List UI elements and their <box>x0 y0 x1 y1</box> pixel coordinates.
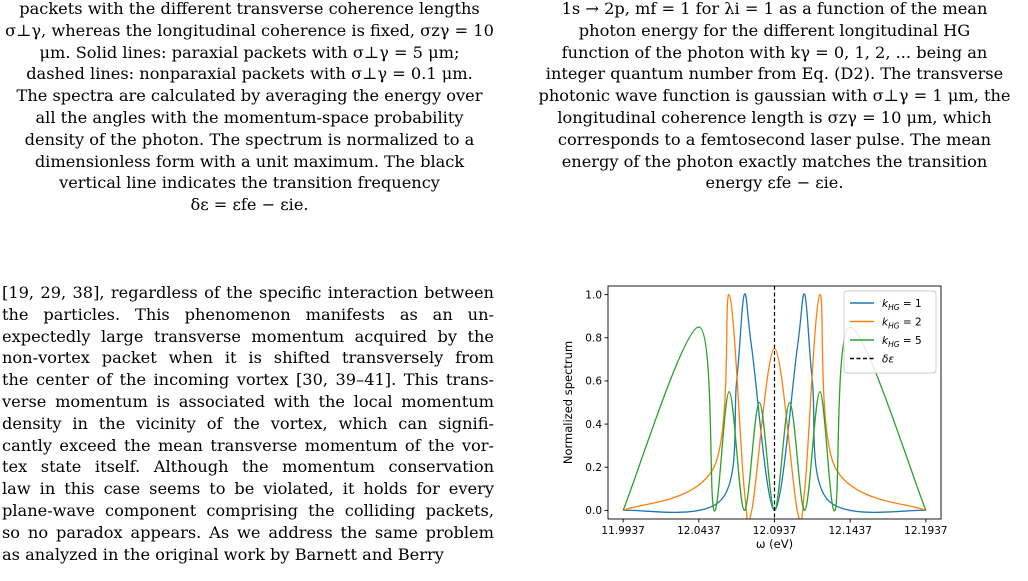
caption-line: energy of the photon exactly matches the… <box>561 151 988 171</box>
spectrum-chart: 11.9937 12.0437 12.0937 12.1437 12.1937 0.0 0.… <box>561 285 948 551</box>
body-line: the particles. This phenomenon manifests… <box>2 304 494 324</box>
spectrum-figure: 11.9937 12.0437 12.0937 12.1437 12.1937 0.0 0.… <box>558 278 958 568</box>
y-tick-label: 0.8 <box>585 333 602 345</box>
legend-label: kHG = 1 <box>882 298 922 312</box>
caption-line: integer quantum number from Eq. (D2). Th… <box>545 64 1004 84</box>
caption-line: vertical line indicates the transition f… <box>59 173 440 193</box>
legend-label-sub: HG <box>888 322 900 331</box>
y-tick-label: 1.0 <box>585 289 602 301</box>
body-line: non-vortex packet when it is shifted tra… <box>2 348 494 368</box>
y-tick-label: 0.4 <box>585 419 602 431</box>
legend-label-sub: HG <box>888 303 900 312</box>
series-line-k2 <box>622 293 927 519</box>
caption-line: dashed lines: nonparaxial packets with σ… <box>26 64 473 84</box>
body-line: tex state itself. Although the momentum … <box>2 457 494 477</box>
legend-label-base: k <box>882 317 889 329</box>
body-line: plane-wave component comprising the coll… <box>2 500 494 520</box>
caption-line: The spectra are calculated by averaging … <box>16 86 483 106</box>
caption-line: μm. Solid lines: paraxial packets with σ… <box>39 42 460 62</box>
body-line: the center of the incoming vortex [30, 3… <box>2 370 494 390</box>
body-line: density in the vicinity of the vortex, w… <box>2 413 494 433</box>
body-line: cantly exceed the mean transverse moment… <box>2 435 494 455</box>
body-line: law in this case seems to be violated, i… <box>2 479 494 499</box>
legend-label-rest: = 5 <box>900 335 922 347</box>
body-line: [19, 29, 38], regardless of the specific… <box>2 283 494 302</box>
x-tick-label: 12.0437 <box>677 525 720 537</box>
legend-label-sub: HG <box>888 340 900 349</box>
legend-label-rest: = 1 <box>900 298 922 310</box>
caption-line: packets with the different transverse co… <box>19 0 480 18</box>
legend-label: kHG = 2 <box>882 317 922 331</box>
body-line: expectedly large transverse momentum acq… <box>2 326 494 346</box>
legend-label-base: k <box>882 335 889 347</box>
legend-label-base: k <box>882 298 889 310</box>
legend-label: δε <box>882 354 894 366</box>
y-tick-label: 0.0 <box>585 505 602 517</box>
y-tick-label: 0.2 <box>585 462 602 474</box>
x-tick-label: 12.1937 <box>904 525 947 537</box>
caption-line: density of the photon. The spectrum is n… <box>24 129 475 149</box>
caption-line: photonic wave function is gaussian with … <box>538 86 1011 106</box>
caption-line: 1s → 2p, mf = 1 for λi = 1 as a function… <box>561 0 988 18</box>
legend-label: kHG = 5 <box>882 335 922 349</box>
body-line: as analyzed in the original work by Barn… <box>2 544 444 564</box>
caption-line: dimensionless form with a unit maximum. … <box>34 151 465 171</box>
y-axis-label: Normalized spectrum <box>561 341 575 464</box>
caption-line: longitudinal coherence length is σzγ = 1… <box>557 107 992 127</box>
legend-label-rest: = 2 <box>900 317 922 329</box>
x-tick-label: 12.0937 <box>753 525 796 537</box>
x-tick-label: 12.1437 <box>828 525 871 537</box>
x-axis-label: ω (eV) <box>756 537 793 551</box>
body-line: verse momentum is associated with the lo… <box>2 391 494 411</box>
caption-line: function of the photon with kγ = 0, 1, 2… <box>561 42 988 62</box>
right-figure-caption: 1s → 2p, mf = 1 for λi = 1 as a function… <box>522 0 1027 194</box>
caption-line: σ⊥γ, whereas the longitudinal coherence … <box>5 20 494 40</box>
caption-line: corresponds to a femtosecond laser pulse… <box>557 129 992 149</box>
x-tick-label: 11.9937 <box>601 525 644 537</box>
caption-line: δε = εfe − εie. <box>190 195 309 215</box>
y-tick-label: 0.6 <box>585 376 602 388</box>
body-paragraph: [19, 29, 38], regardless of the specific… <box>2 282 494 565</box>
left-figure-caption: packets with the different transverse co… <box>2 0 497 216</box>
caption-line: all the angles with the momentum-space p… <box>35 107 464 127</box>
legend-label-base: δε <box>882 354 894 366</box>
caption-line: photon energy for the different longitud… <box>578 20 971 40</box>
body-line: so no paradox appears. As we address the… <box>2 522 494 542</box>
legend-box <box>843 290 937 374</box>
caption-line: energy εfe − εie. <box>705 173 844 193</box>
